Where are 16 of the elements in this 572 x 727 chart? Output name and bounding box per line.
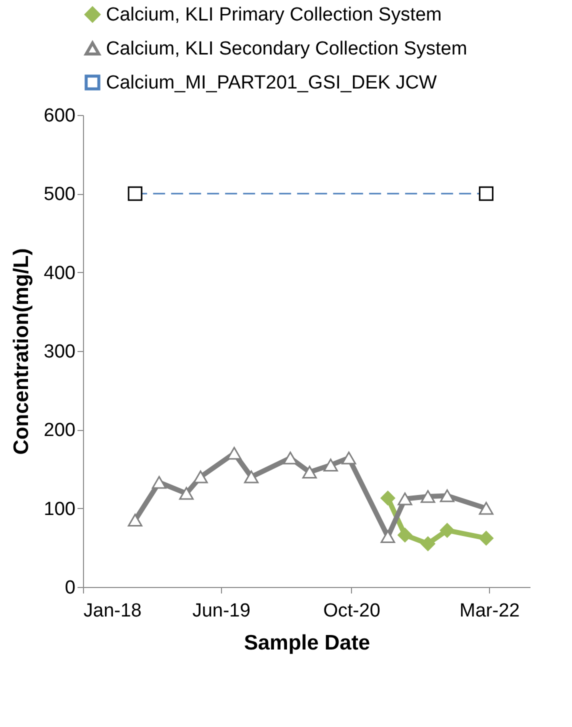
y-tick-label: 500: [44, 184, 76, 206]
x-tick-label: Oct-20: [323, 600, 380, 622]
y-axis-title: Concentration(mg/L): [10, 248, 33, 455]
y-tick-label: 200: [44, 420, 76, 442]
legend-label: Calcium, KLI Primary Collection System: [106, 4, 442, 26]
legend-label: Calcium_MI_PART201_GSI_DEK JCW: [106, 72, 437, 94]
x-axis-title: Sample Date: [244, 632, 370, 654]
y-tick-label: 400: [44, 262, 76, 284]
x-tick-label: Jan-18: [84, 600, 142, 622]
y-tick-label: 0: [64, 578, 76, 598]
x-tick-label: Mar-22: [460, 600, 520, 622]
y-tick-label: 600: [44, 106, 76, 126]
x-tick-label: Jun-19: [192, 600, 250, 622]
legend-label: Calcium, KLI Secondary Collection System: [106, 38, 468, 60]
y-tick-label: 100: [44, 498, 76, 520]
y-tick-label: 300: [44, 342, 76, 362]
